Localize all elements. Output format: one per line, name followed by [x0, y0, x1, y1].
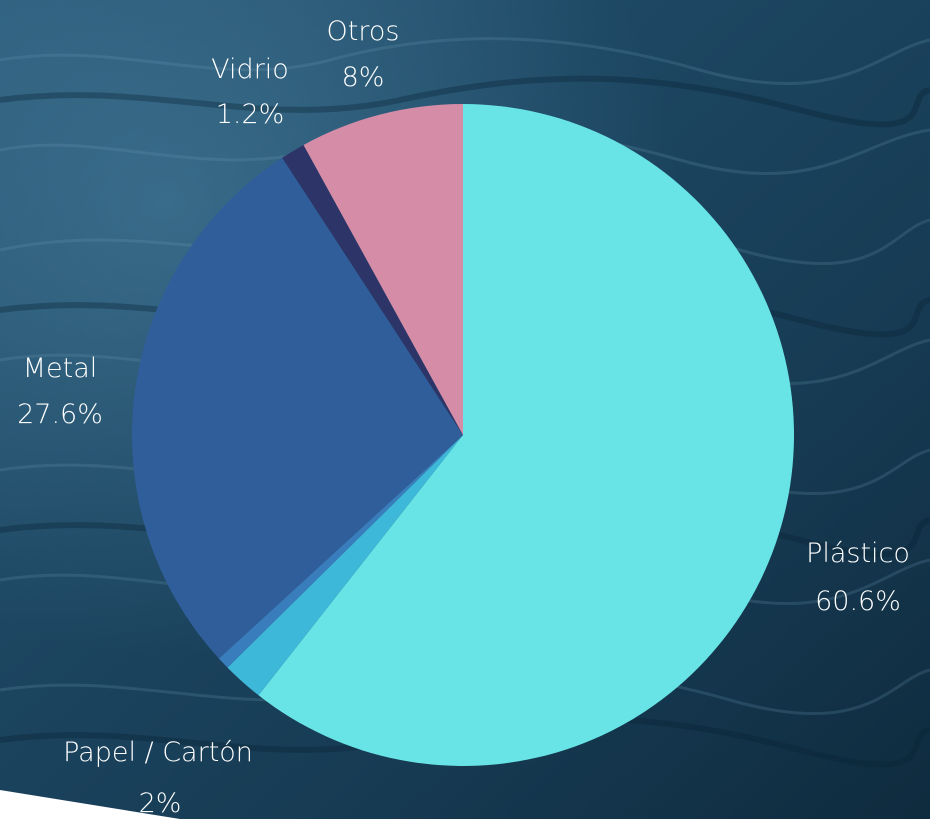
pie-slice-papel-cartón	[227, 435, 463, 696]
slice-label-otros-name: Otros	[327, 16, 400, 47]
page-corner-shape	[0, 790, 180, 819]
pie-slice-unlabeled-2	[218, 435, 463, 668]
pie-slice-plástico	[258, 104, 794, 767]
pie-slice-otros	[303, 104, 463, 435]
slice-label-vidrio-name: Vidrio	[211, 54, 289, 85]
slice-label-plastico-value: 60.6%	[815, 586, 901, 617]
slice-label-papel-value: 2%	[139, 788, 182, 819]
slice-label-plastico-name: Plástico	[806, 538, 910, 569]
slice-label-otros-value: 8%	[342, 62, 385, 93]
slice-label-metal-name: Metal	[23, 353, 98, 384]
pie-slice-vidrio	[282, 144, 463, 435]
slice-label-papel-name: Papel / Cartón	[63, 737, 253, 768]
slice-label-vidrio-value: 1.2%	[216, 99, 285, 130]
slice-label-metal-value: 27.6%	[17, 399, 103, 430]
pie-slice-metal	[132, 157, 463, 659]
pie-slices	[132, 104, 794, 767]
